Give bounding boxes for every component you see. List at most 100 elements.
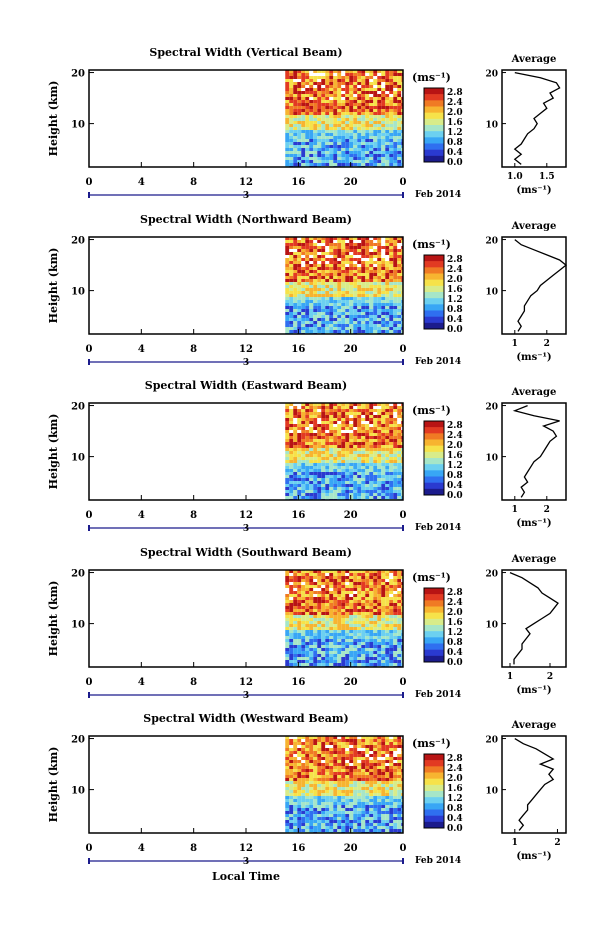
heatmap-cell [285, 757, 290, 760]
y-tick-label: 10 [71, 120, 85, 131]
heatmap-cell [321, 772, 326, 775]
heatmap-cell [389, 597, 394, 600]
x-tick-label: 4 [138, 510, 145, 521]
heatmap-cell [337, 439, 342, 442]
heatmap-cell [313, 409, 318, 412]
heatmap-cell [305, 243, 310, 246]
heatmap-cell [325, 127, 330, 130]
heatmap-cell [401, 306, 403, 309]
heatmap-cell [361, 460, 366, 463]
heatmap-cell [329, 240, 334, 243]
heatmap-cell [385, 151, 390, 154]
heatmap-cell [309, 136, 314, 139]
heatmap-cell [313, 85, 318, 88]
heatmap-cell [285, 778, 290, 781]
heatmap-cell [321, 409, 326, 412]
heatmap-cell [333, 418, 338, 421]
heatmap-cell [305, 300, 310, 303]
heatmap-cell [301, 285, 306, 288]
heatmap-cell [369, 472, 374, 475]
heatmap-cell [361, 448, 366, 451]
heatmap-cell [381, 657, 386, 660]
heatmap-cell [325, 421, 330, 424]
heatmap-cell [369, 282, 374, 285]
heatmap-cell [389, 657, 394, 660]
heatmap-cell [373, 127, 378, 130]
heatmap-cell [321, 160, 326, 163]
heatmap-cell [301, 291, 306, 294]
heatmap-cell [325, 112, 330, 115]
heatmap-cell [289, 312, 294, 315]
heatmap-cell [297, 79, 302, 82]
heatmap-cell [365, 139, 370, 142]
heatmap-cell [293, 133, 298, 136]
heatmap-cell [309, 157, 314, 160]
heatmap-cell [353, 309, 358, 312]
heatmap-cell [321, 660, 326, 663]
heatmap-cell [285, 739, 290, 742]
heatmap-cell [329, 573, 334, 576]
heatmap-cell [337, 160, 342, 163]
heatmap-cell [301, 70, 306, 73]
heatmap-cell [353, 781, 358, 784]
x-tick-label: 20 [344, 677, 358, 688]
heatmap-cell [293, 454, 298, 457]
heatmap-cell [321, 115, 326, 118]
heatmap-cell [313, 258, 318, 261]
heatmap-cell [325, 600, 330, 603]
heatmap-cell [357, 460, 362, 463]
heatmap-cell [321, 288, 326, 291]
heatmap-cell [297, 127, 302, 130]
heatmap-cell [397, 612, 402, 615]
heatmap-cell [369, 309, 374, 312]
heatmap-cell [369, 294, 374, 297]
heatmap-cell [305, 279, 310, 282]
heatmap-cell [321, 270, 326, 273]
heatmap-cell [357, 121, 362, 124]
heatmap-cell [353, 624, 358, 627]
heatmap-cell [285, 490, 290, 493]
heatmap-cell [381, 627, 386, 630]
heatmap-cell [285, 781, 290, 784]
heatmap-cell [365, 787, 370, 790]
heatmap-cell [385, 636, 390, 639]
heatmap-cell [337, 576, 342, 579]
heatmap-cell [289, 751, 294, 754]
heatmap-cell [317, 427, 322, 430]
y-axis-label: Height (km) [47, 81, 60, 157]
heatmap-cell [365, 306, 370, 309]
heatmap-cell [349, 276, 354, 279]
heatmap-cell [349, 279, 354, 282]
heatmap-cell [349, 651, 354, 654]
heatmap-cell [337, 418, 342, 421]
heatmap-cell [361, 639, 366, 642]
heatmap-cell [313, 787, 318, 790]
heatmap-cell [313, 639, 318, 642]
heatmap-cell [321, 237, 326, 240]
heatmap-cell [321, 472, 326, 475]
heatmap-cell [373, 285, 378, 288]
heatmap-cell [361, 591, 366, 594]
heatmap-cell [289, 255, 294, 258]
heatmap-cell [317, 85, 322, 88]
heatmap-cell [369, 469, 374, 472]
heatmap-cell [377, 261, 382, 264]
heatmap-cell [293, 270, 298, 273]
heatmap-cell [341, 805, 346, 808]
heatmap-cell [285, 760, 290, 763]
heatmap-cell [329, 654, 334, 657]
heatmap-cell [393, 415, 398, 418]
heatmap-cell [297, 133, 302, 136]
heatmap-cell [365, 466, 370, 469]
heatmap-cell [373, 663, 378, 666]
heatmap-cell [341, 624, 346, 627]
heatmap-cell [381, 121, 386, 124]
heatmap-cell [293, 240, 298, 243]
heatmap-cell [289, 106, 294, 109]
heatmap-cell [389, 309, 394, 312]
heatmap-cell [301, 790, 306, 793]
heatmap-cell [325, 136, 330, 139]
heatmap-cell [381, 258, 386, 261]
heatmap-cell [397, 160, 402, 163]
heatmap-cell [285, 246, 290, 249]
